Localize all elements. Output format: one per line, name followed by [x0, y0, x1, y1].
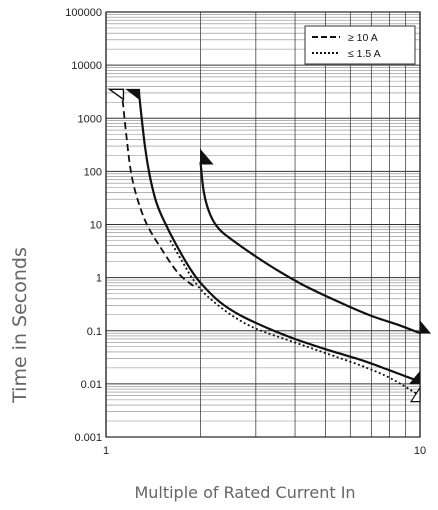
- y-tick-label: 1: [96, 273, 102, 285]
- cap-marker-solid-end: [408, 370, 421, 385]
- y-tick-label: 10: [90, 220, 102, 232]
- x-tick-labels: 1 10: [103, 445, 426, 457]
- cap-marker-upper-end: [419, 319, 432, 334]
- plot-frame: [105, 11, 421, 438]
- cap-marker-dotted-end: [409, 385, 421, 403]
- x-tick-label: 1: [103, 445, 109, 457]
- y-tick-label: 1000: [78, 113, 102, 125]
- y-tick-label: 0.01: [81, 379, 102, 391]
- legend-label-le-1-5a: ≤ 1.5 A: [348, 48, 381, 60]
- x-tick-label: 10: [414, 445, 426, 457]
- legend-label-ge-10a: ≥ 10 A: [348, 32, 378, 44]
- y-tick-label: 0.001: [74, 432, 102, 444]
- y-tick-label: 10000: [71, 60, 102, 72]
- x-axis-title: Multiple of Rated Current In: [134, 483, 355, 502]
- curve-3-solid: [199, 161, 421, 335]
- cap-marker-solid-top: [125, 88, 141, 101]
- curves: [107, 88, 432, 403]
- curve-0-solid: [137, 89, 421, 383]
- legend-box: [304, 25, 416, 65]
- curve-1-dashed: [120, 89, 195, 287]
- y-tick-label: 100000: [65, 7, 102, 19]
- y-tick-labels: 100000 10000 1000 100 10 1 0.1 0.01 0.001: [65, 7, 102, 444]
- y-tick-label: 100: [84, 166, 102, 178]
- grid: [105, 11, 421, 438]
- y-axis-title: Time in Seconds: [9, 247, 31, 404]
- cap-marker-upper-top: [200, 148, 214, 165]
- cap-marker-dashed-top: [107, 88, 125, 101]
- y-tick-label: 0.1: [87, 326, 102, 338]
- legend: ≥ 10 A ≤ 1.5 A: [304, 25, 416, 65]
